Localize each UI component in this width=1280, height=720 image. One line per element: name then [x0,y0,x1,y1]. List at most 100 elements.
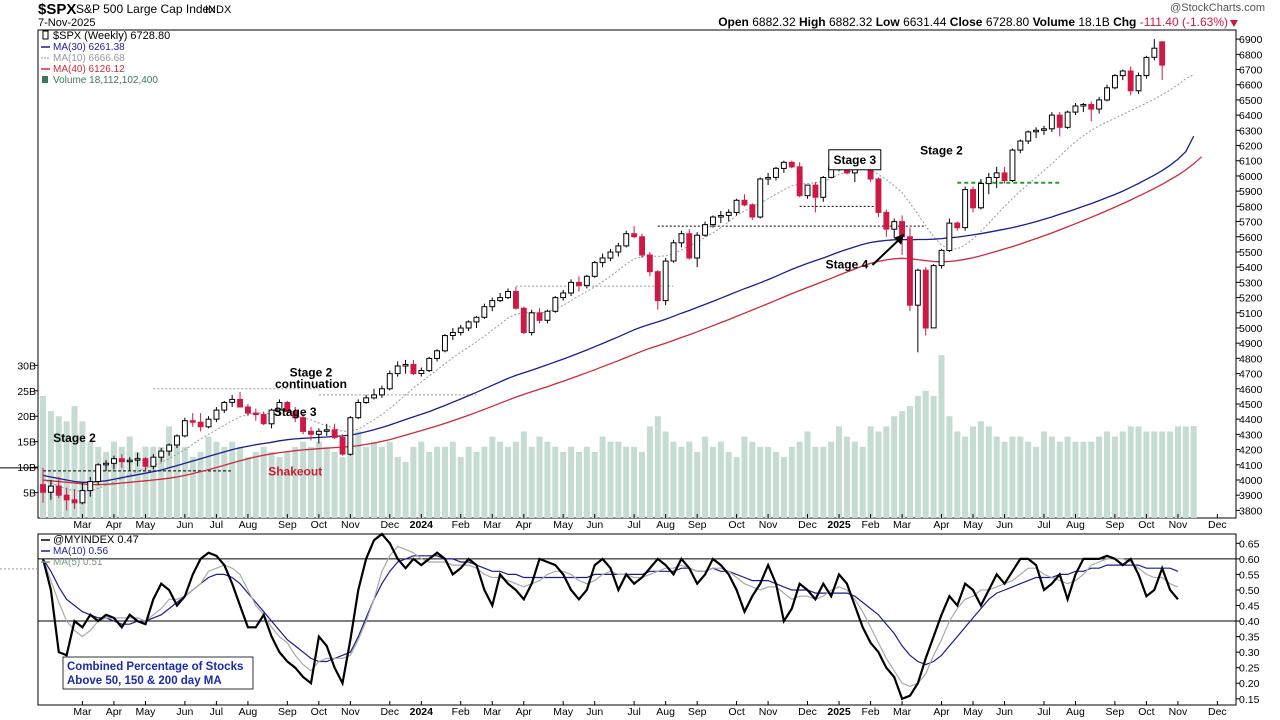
x-tick-label: Sep [1106,706,1125,718]
price-tick-label: 4400 [1239,414,1263,426]
x-tick-label: Feb [452,706,470,718]
candle-body [1151,47,1158,58]
candle-body [79,490,86,504]
candle-body [1056,114,1063,128]
x-tick-label: Dec [1208,706,1227,718]
candle [142,457,149,471]
x-tick-label: Dec [380,519,399,531]
candle [426,356,433,373]
candle-body [623,233,630,247]
volume-bar [812,446,819,518]
volume-tick-label: 25B [17,386,36,398]
candlesticks [40,39,1166,511]
candle [883,209,890,237]
x-tick-label: Aug [1066,706,1085,718]
candle-body [315,430,322,435]
volume-bar [583,446,590,518]
price-tick-label: 5600 [1239,232,1263,244]
x-tick-label: Aug [239,519,258,531]
volume-bar [891,416,898,518]
x-tick-label: May [553,706,574,718]
volume-bar [134,451,141,518]
candle [812,182,819,213]
x-tick-label: Jun [176,519,193,531]
volume-bar [47,411,54,518]
candle [71,489,78,509]
candle [166,443,173,456]
candle-body [331,429,338,438]
ohlc-summary: Open 6882.32 High 6882.32 Low 6631.44 Cl… [718,15,1228,29]
volume-bar [1080,441,1087,518]
candle [47,479,54,500]
candle [1056,112,1063,137]
candle-body [820,177,827,198]
chg-value: -111.40 (-1.63%) [1140,15,1228,29]
x-tick-label: Jun [586,519,603,531]
candle-body [568,281,574,294]
x-tick-label: Oct [1138,519,1154,531]
candle [260,411,267,426]
x-tick-label: Mar [893,519,912,531]
volume-bar [804,431,811,518]
stockcharts-watermark[interactable]: @StockCharts.com [1170,2,1265,14]
high-label: High [799,15,826,29]
volume-bar [843,436,850,518]
candle [103,460,109,471]
candle [1135,72,1142,94]
annotation-label: continuation [275,377,347,391]
volume-bar [780,456,787,518]
candle [1096,96,1103,114]
x-tick-label: Apr [516,519,533,531]
volume-bar [331,451,338,518]
candle-body [962,189,969,229]
volume-bar [221,446,228,518]
candle-body [111,458,117,464]
caption-line-2: Above 50, 150 & 200 day MA [67,675,222,687]
legend-bar-icon [42,76,48,83]
x-tick-label: Jun [996,706,1013,718]
candle-body [1041,128,1047,131]
candle [386,370,393,391]
volume-bar [757,446,764,518]
volume-bar [386,441,393,518]
price-tick-label: 3900 [1239,490,1263,502]
volume-bar [741,436,748,518]
candle-body [371,394,378,399]
volume-bar [686,441,693,518]
volume-bar [820,446,827,518]
volume-bar [946,416,953,518]
candle-body [221,402,228,411]
candle [725,209,732,222]
volume-bar [71,406,78,518]
volume-bar [1111,436,1118,518]
candle [465,320,472,332]
candle-body [907,236,913,306]
candle-body [891,221,898,230]
candle-body [970,189,976,209]
candle [654,270,661,310]
volume-bar [544,441,551,518]
candle-body [410,364,417,375]
volume-bar [260,446,267,518]
candle-body [1033,129,1039,133]
candle [560,289,567,301]
candle [252,408,259,421]
price-tick-label: 4800 [1239,353,1263,365]
legend-label: Volume 18,112,102,400 [53,75,158,86]
candle [1072,102,1079,116]
candle-body [150,456,157,467]
ma30-line [42,135,1195,483]
candle-body [142,458,149,467]
candle-body [938,249,945,267]
candle [410,359,417,376]
x-tick-label: 2024 [410,519,434,531]
arrow-icon [871,236,903,266]
candle-body [284,402,291,413]
candle-body [489,300,496,308]
volume-bar [1048,436,1055,518]
candle [394,361,401,377]
candle-body [646,254,653,273]
volume-bar [1017,436,1024,518]
x-tick-label: May [963,706,984,718]
candle [583,274,590,289]
